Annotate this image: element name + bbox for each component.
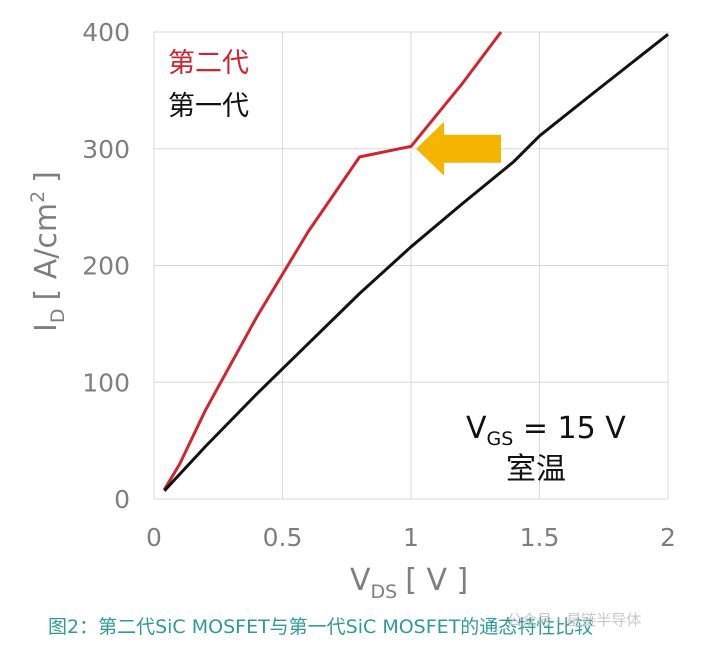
y-tick-label-1: 100: [82, 368, 130, 397]
series-lines: [163, 31, 669, 492]
x-tick-label-3: 1.5: [520, 523, 560, 552]
series-line-gen1: [163, 33, 669, 492]
temperature-annotation: 室温: [506, 452, 566, 487]
y-tick-label-3: 300: [82, 135, 130, 164]
vgs-annotation: VGS = 15 V: [466, 411, 626, 450]
figure-caption: 图2：第二代SiC MOSFET与第一代SiC MOSFET的通态特性比较: [48, 616, 594, 638]
grid: [153, 31, 669, 500]
y-axis-title-unit: [ A/cm: [29, 203, 64, 301]
y-tick-label-4: 400: [82, 18, 130, 47]
x-axis-title-sub: DS: [371, 581, 398, 603]
y-tick-label-0: 0: [114, 485, 130, 514]
x-axis-title: VDS [ V ]: [350, 563, 468, 603]
y-axis-title-sup: 2: [27, 191, 49, 203]
series-line-gen2: [163, 31, 503, 491]
x-tick-labels: 0 0.5 1 1.5 2: [146, 523, 676, 552]
x-axis-title-main: V: [350, 563, 371, 598]
watermark: 公众号 · 星链半导体: [507, 611, 642, 629]
legend-label-gen1: 第一代: [168, 91, 249, 122]
y-tick-label-2: 200: [82, 252, 130, 281]
x-tick-label-0: 0: [146, 523, 162, 552]
y-axis-title-main: I: [29, 323, 64, 332]
shift-arrow: [416, 121, 501, 176]
arrow-shape: [416, 121, 501, 176]
y-axis-title-sub: D: [47, 309, 69, 324]
vgs-sub: GS: [487, 428, 514, 450]
x-tick-label-2: 1: [403, 523, 419, 552]
y-axis-title-close: ]: [29, 171, 64, 183]
vgs-main: V: [466, 411, 487, 446]
y-tick-labels: 0 100 200 300 400: [82, 18, 130, 514]
legend-label-gen2: 第二代: [168, 48, 249, 79]
vgs-value: = 15 V: [513, 411, 626, 446]
x-axis-title-unit: [ V ]: [405, 563, 468, 598]
y-axis-title: ID [ A/cm2]: [27, 171, 69, 332]
x-tick-label-4: 2: [660, 523, 676, 552]
x-tick-label-1: 0.5: [263, 523, 303, 552]
